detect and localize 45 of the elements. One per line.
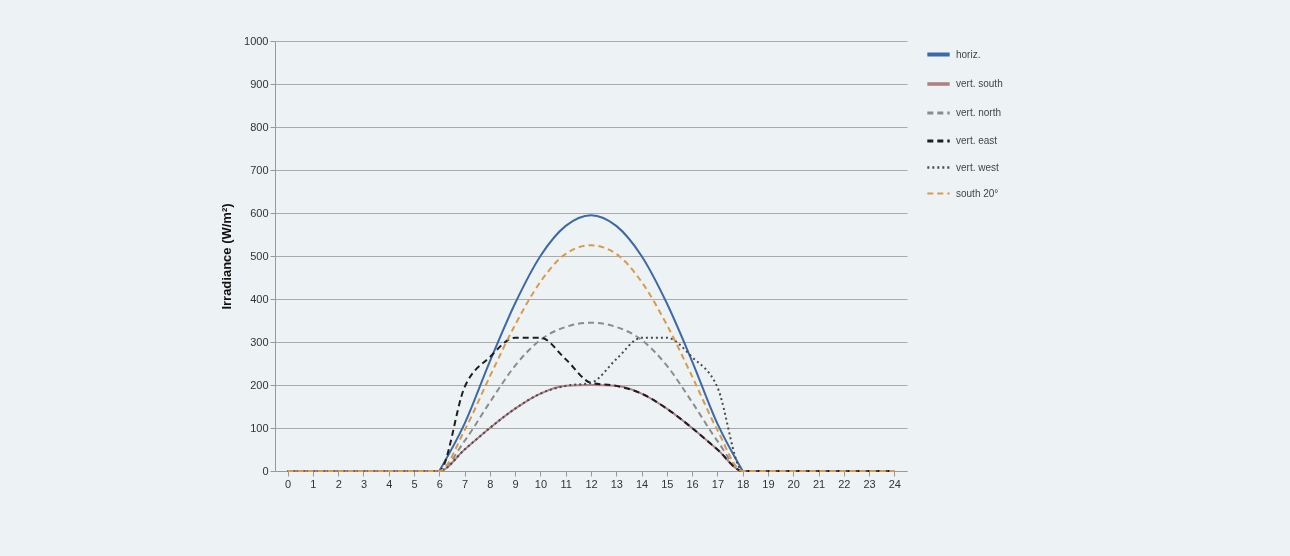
x-tick-label: 7 [462, 477, 469, 490]
x-tick-label: 20 [787, 477, 800, 490]
legend-label: vert. north [956, 107, 1002, 118]
y-tick-label: 600 [250, 206, 269, 219]
line-series [286, 244, 896, 472]
legend-label: south 20° [956, 187, 999, 199]
x-tick-label: 22 [838, 477, 851, 490]
legend-label: vert. south [956, 78, 1003, 89]
y-axis-title: Irradiance (W/m²) [219, 203, 235, 310]
x-tick-label: 12 [585, 477, 598, 490]
line-series [438, 214, 744, 472]
x-tick-label: 13 [610, 477, 623, 490]
x-tick-label: 18 [737, 477, 750, 490]
y-tick-label: 700 [250, 163, 269, 176]
legend-label: vert. west [956, 161, 1000, 173]
x-tick-label: 9 [512, 477, 519, 490]
y-tick-label: 100 [250, 421, 269, 434]
x-tick-label: 0 [285, 477, 292, 490]
y-tick-label: 300 [250, 335, 269, 348]
y-tick-label: 0 [262, 464, 269, 477]
x-tick-label: 11 [560, 477, 572, 490]
y-tick-label: 1000 [244, 34, 269, 47]
y-tick-label: 900 [250, 77, 269, 90]
y-tick-label: 500 [250, 249, 269, 262]
x-tick-label: 6 [436, 477, 443, 490]
x-tick-label: 5 [411, 477, 418, 490]
x-tick-label: 4 [386, 477, 393, 490]
y-tick-label: 400 [250, 292, 269, 305]
x-tick-label: 19 [762, 477, 775, 490]
x-tick-label: 1 [310, 477, 317, 490]
legend-label: horiz. [956, 48, 981, 60]
y-tick-label: 200 [250, 378, 269, 391]
x-tick-label: 21 [812, 477, 826, 490]
x-tick-label: 10 [534, 477, 548, 490]
x-tick-label: 3 [360, 477, 368, 490]
y-tick-label: 800 [250, 120, 269, 133]
x-tick-label: 24 [888, 477, 901, 490]
x-tick-label: 17 [711, 477, 725, 490]
x-tick-label: 8 [487, 477, 494, 490]
x-tick-label: 16 [686, 477, 699, 490]
x-tick-label: 2 [335, 477, 342, 490]
x-tick-label: 23 [863, 477, 876, 490]
x-tick-label: 14 [635, 477, 649, 490]
x-tick-label: 15 [661, 477, 674, 490]
legend-label: vert. east [956, 135, 998, 146]
